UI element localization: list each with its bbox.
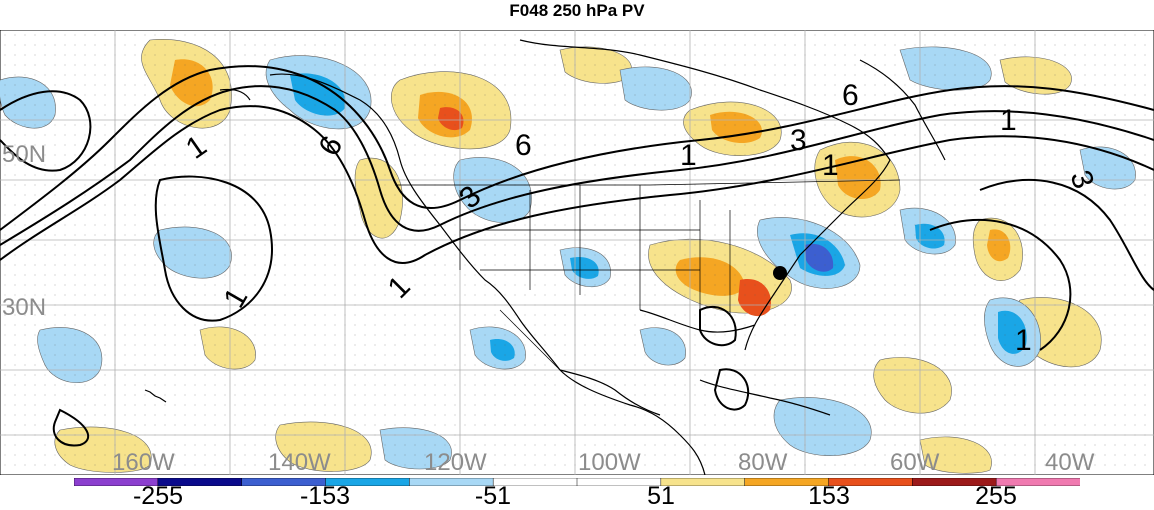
stipple-overlay: [0, 30, 1154, 475]
lon-label-40w: 40W: [1045, 449, 1095, 475]
contour-label-6: 6: [515, 129, 532, 162]
contour-label-3: 3: [790, 124, 807, 157]
lon-label-140w: 140W: [268, 449, 331, 475]
colorbar-label: -51: [474, 482, 512, 510]
lon-label-80w: 80W: [738, 449, 788, 475]
map-title: F048 250 hPa PV: [509, 1, 645, 20]
contour-label-1-ne: 1: [822, 149, 839, 182]
lon-label-120w: 120W: [424, 449, 487, 475]
colorbar-swatch: [995, 478, 1080, 486]
graticule: [0, 30, 1154, 475]
colorbar-label: 153: [808, 482, 850, 510]
pv-contours: [0, 65, 1154, 447]
contour-label-1-lakes: 1: [680, 139, 697, 172]
colorbar-label: -255: [132, 482, 184, 510]
political-borders: [395, 179, 901, 371]
pv-map: 1 6 3 6 1 3 1 1 1 3 1 1 6 160W 140W 120W…: [0, 30, 1154, 475]
contour-label-6-east: 6: [842, 79, 859, 112]
colorbar-label: 255: [975, 482, 1017, 510]
colorbar: [74, 478, 1080, 486]
location-marker-icon: [773, 266, 787, 280]
contour-label-1-east: 1: [1000, 104, 1017, 137]
lat-label-50n: 50N: [2, 141, 46, 168]
lon-label-60w: 60W: [890, 449, 940, 475]
lat-lon-labels: 160W 140W 120W 100W 80W 60W 40W 50N 30N: [2, 141, 1095, 475]
colorbar-swatches: [74, 478, 1080, 486]
colorbar-label: 51: [647, 482, 675, 510]
contour-label-1-atlantic: 1: [1015, 324, 1032, 357]
lon-label-100w: 100W: [578, 449, 641, 475]
lon-label-160w: 160W: [112, 449, 175, 475]
lat-label-30n: 30N: [2, 294, 46, 321]
colorbar-labels: -255 -153 -51 51 153 255: [0, 484, 1154, 509]
colorbar-label: -153: [299, 482, 351, 510]
